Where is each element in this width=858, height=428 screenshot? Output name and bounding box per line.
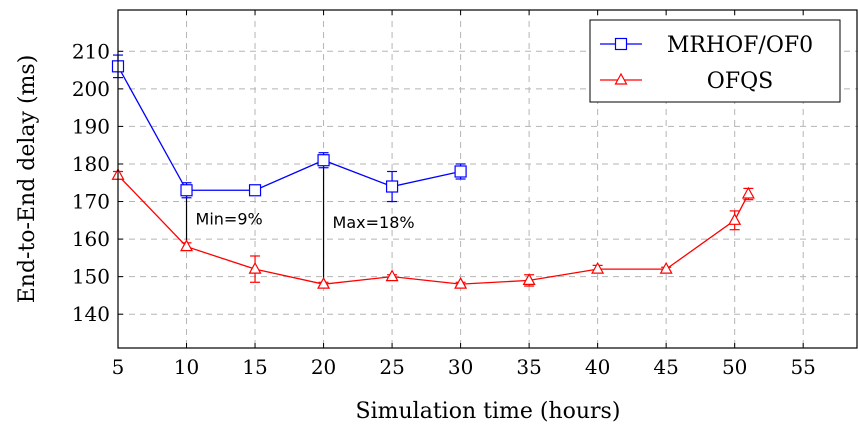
x-tick-label: 20 [311, 355, 336, 379]
x-tick-label: 45 [653, 355, 678, 379]
annotation-label: Max=18% [333, 213, 415, 232]
data-point-triangle [454, 276, 468, 289]
data-point-triangle [522, 273, 536, 285]
legend-label: OFQS [707, 69, 773, 94]
data-point-square [248, 184, 262, 197]
data-point-triangle [741, 186, 755, 199]
y-tick-label: 200 [72, 77, 110, 101]
x-tick-label: 35 [516, 355, 541, 379]
legend-box [589, 19, 841, 103]
series-layer [111, 54, 755, 289]
annotations: Min=9% Max=18% [185, 160, 415, 285]
x-axis-title: Simulation time (hours) [356, 399, 621, 424]
x-tick-label: 25 [379, 355, 404, 379]
y-tick-label: 160 [72, 227, 110, 251]
series-mrhof-of0 [111, 54, 467, 203]
y-axis-title: End-to-End delay (ms) [15, 55, 40, 304]
y-tick-label: 150 [72, 265, 110, 289]
y-tick-label: 210 [72, 39, 110, 63]
axis-ticks: 5 10 15 20 25 30 35 40 45 50 55 140 150 160 170 180 190 2… [72, 10, 816, 379]
plot-frame [117, 9, 858, 349]
y-tick-label: 170 [72, 190, 110, 214]
data-point-square [317, 154, 330, 167]
series-line [117, 66, 461, 191]
data-point-triangle [659, 261, 673, 274]
x-tick-label: 55 [790, 355, 815, 379]
y-tick-label: 190 [72, 114, 110, 138]
x-tick-label: 15 [242, 355, 267, 379]
annotation-label: Min=9% [196, 209, 263, 228]
data-point-square [180, 184, 193, 197]
data-point-triangle [385, 269, 399, 282]
data-point-triangle [614, 72, 628, 85]
x-tick-label: 5 [112, 355, 125, 379]
data-point-square [614, 37, 628, 51]
legend: MRHOF/OF0 OFQS [589, 19, 841, 103]
y-tick-label: 180 [72, 152, 110, 176]
x-tick-label: 50 [722, 355, 747, 379]
x-tick-label: 30 [448, 355, 473, 379]
data-point-square [454, 165, 467, 178]
data-point-triangle [180, 239, 194, 252]
data-point-triangle [728, 213, 742, 225]
series-line [117, 174, 749, 285]
y-tick-label: 140 [72, 302, 110, 326]
data-point-square [385, 180, 399, 193]
data-point-triangle [317, 276, 331, 289]
legend-label: MRHOF/OF0 [667, 33, 813, 58]
x-tick-label: 10 [174, 355, 199, 379]
x-tick-label: 40 [585, 355, 610, 379]
data-point-triangle [591, 261, 605, 274]
series-ofqs [111, 167, 755, 289]
data-point-triangle [248, 261, 262, 274]
